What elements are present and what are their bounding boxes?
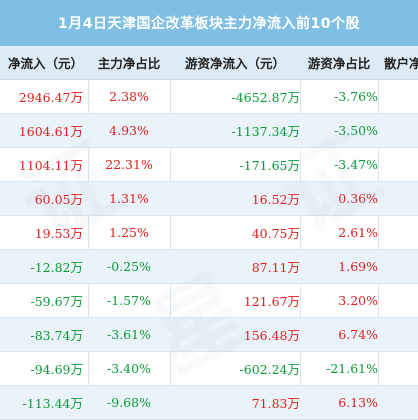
hot-money-inflow-cell: 87.11万 bbox=[251, 260, 300, 275]
hot-money-ratio-cell: -21.61% bbox=[326, 361, 378, 376]
column-divider bbox=[378, 46, 379, 418]
main-ratio-cell: -9.68% bbox=[107, 395, 151, 410]
main-inflow-cell: 1104.11万 bbox=[18, 158, 83, 173]
hot-money-ratio-cell: 2.61% bbox=[338, 225, 378, 240]
retail-inflow-cell bbox=[378, 318, 418, 351]
hot-money-inflow-cell: 156.48万 bbox=[243, 328, 300, 343]
table-row: -59.67万 -1.57% 121.67万 3.20% bbox=[0, 284, 418, 318]
header-hot-money-ratio: 游资净占比 bbox=[307, 56, 371, 71]
main-ratio-cell: -3.61% bbox=[107, 327, 151, 342]
hot-money-inflow-cell: -602.24万 bbox=[239, 362, 300, 377]
main-ratio-cell: -3.40% bbox=[107, 361, 151, 376]
main-ratio-cell: 1.25% bbox=[109, 225, 149, 240]
main-ratio-cell: 1.31% bbox=[109, 191, 149, 206]
main-ratio-cell: -1.57% bbox=[107, 293, 151, 308]
hot-money-ratio-cell: 6.74% bbox=[338, 327, 378, 342]
hot-money-inflow-cell: -171.65万 bbox=[239, 158, 300, 173]
table-title: 1月4日天津国企改革板块主力净流入前10个股 bbox=[0, 0, 418, 46]
hot-money-inflow-cell: -4652.87万 bbox=[231, 90, 300, 105]
table-row: -12.82万 -0.25% 87.11万 1.69% bbox=[0, 250, 418, 284]
main-ratio-cell: 2.38% bbox=[109, 89, 149, 104]
column-divider bbox=[170, 46, 171, 418]
column-divider bbox=[300, 46, 301, 418]
retail-inflow-cell bbox=[378, 284, 418, 317]
main-inflow-cell: 1604.61万 bbox=[18, 124, 83, 139]
main-ratio-cell: 22.31% bbox=[105, 157, 153, 172]
main-inflow-cell: -94.69万 bbox=[30, 362, 83, 377]
column-divider bbox=[88, 46, 89, 418]
header-main-inflow: 净流入（元） bbox=[7, 56, 83, 71]
hot-money-inflow-cell: 121.67万 bbox=[243, 294, 300, 309]
main-ratio-cell: -0.25% bbox=[107, 259, 151, 274]
main-inflow-cell: -83.74万 bbox=[30, 328, 83, 343]
hot-money-inflow-cell: 16.52万 bbox=[251, 192, 300, 207]
main-inflow-cell: 2946.47万 bbox=[18, 90, 83, 105]
table-row: 19.53万 1.25% 40.75万 2.61% bbox=[0, 216, 418, 250]
hot-money-ratio-cell: -3.76% bbox=[334, 89, 378, 104]
table-row: 1604.61万 4.93% -1137.34万 -3.50% bbox=[0, 114, 418, 148]
hot-money-ratio-cell: -3.50% bbox=[334, 123, 378, 138]
hot-money-ratio-cell: 6.13% bbox=[338, 395, 378, 410]
hot-money-inflow-cell: -1137.34万 bbox=[231, 124, 300, 139]
retail-inflow-cell bbox=[378, 250, 418, 283]
table-row: 60.05万 1.31% 16.52万 0.36% bbox=[0, 182, 418, 216]
hot-money-ratio-cell: 1.69% bbox=[338, 259, 378, 274]
hot-money-inflow-cell: 71.83万 bbox=[251, 396, 300, 411]
table-header-row: 净流入（元） 主力净占比 游资净流入（元） 游资净占比 散户净 bbox=[0, 46, 418, 80]
header-retail-inflow: 散户净 bbox=[384, 56, 418, 71]
header-main-ratio: 主力净占比 bbox=[97, 56, 161, 71]
retail-inflow-cell bbox=[378, 352, 418, 385]
retail-inflow-cell bbox=[378, 386, 418, 419]
main-inflow-cell: 60.05万 bbox=[34, 192, 83, 207]
fund-flow-table: 净流入（元） 主力净占比 游资净流入（元） 游资净占比 散户净 2946.47万… bbox=[0, 46, 418, 420]
main-inflow-cell: -113.44万 bbox=[22, 396, 83, 411]
retail-inflow-cell bbox=[378, 148, 418, 181]
hot-money-ratio-cell: -3.47% bbox=[334, 157, 378, 172]
header-hot-money-inflow: 游资净流入（元） bbox=[184, 56, 285, 71]
table-row: -94.69万 -3.40% -602.24万 -21.61% bbox=[0, 352, 418, 386]
retail-inflow-cell bbox=[378, 114, 418, 147]
table-row: -83.74万 -3.61% 156.48万 6.74% bbox=[0, 318, 418, 352]
table-row: 1104.11万 22.31% -171.65万 -3.47% bbox=[0, 148, 418, 182]
hot-money-inflow-cell: 40.75万 bbox=[251, 226, 300, 241]
hot-money-ratio-cell: 0.36% bbox=[338, 191, 378, 206]
main-inflow-cell: -12.82万 bbox=[30, 260, 83, 275]
hot-money-ratio-cell: 3.20% bbox=[338, 293, 378, 308]
retail-inflow-cell bbox=[378, 216, 418, 249]
main-inflow-cell: 19.53万 bbox=[34, 226, 83, 241]
table-row: -113.44万 -9.68% 71.83万 6.13% bbox=[0, 386, 418, 420]
retail-inflow-cell bbox=[378, 80, 418, 113]
main-inflow-cell: -59.67万 bbox=[30, 294, 83, 309]
main-ratio-cell: 4.93% bbox=[109, 123, 149, 138]
table-row: 2946.47万 2.38% -4652.87万 -3.76% bbox=[0, 80, 418, 114]
retail-inflow-cell bbox=[378, 182, 418, 215]
